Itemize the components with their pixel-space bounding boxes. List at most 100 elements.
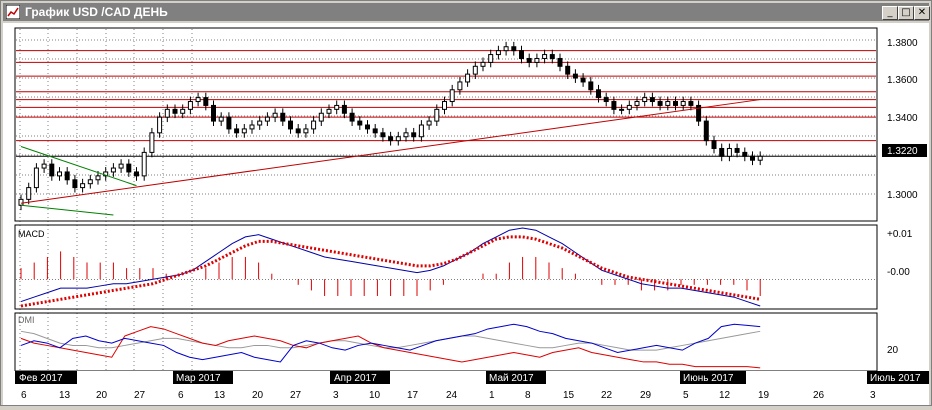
candle-body: [218, 116, 224, 122]
chart-svg: 1.3800 1.3600 1.3400 1.3220 1.3000 MACD …: [3, 27, 929, 405]
channel-line: [20, 204, 114, 216]
candle-body: [495, 50, 501, 56]
candle-body: [164, 108, 170, 118]
close-button[interactable]: ✕: [914, 6, 930, 20]
candle-body: [272, 112, 278, 118]
day-label: 3: [333, 390, 339, 401]
candle-body: [696, 104, 702, 122]
candle-body: [442, 101, 447, 110]
candle-body: [141, 151, 147, 177]
candle-body: [241, 128, 247, 134]
current-price-badge: [882, 144, 927, 157]
candle-body: [149, 132, 155, 153]
month-label-mar: Мар 2017: [176, 373, 221, 384]
candle-body: [80, 183, 86, 189]
candle-body: [542, 54, 548, 59]
day-label: 26: [813, 390, 825, 401]
candles: [18, 41, 763, 211]
candle-body: [26, 187, 32, 200]
candle-body: [110, 167, 116, 173]
candle-body: [673, 101, 678, 106]
dmi-title: DMI: [18, 315, 35, 325]
day-label: 1: [489, 390, 495, 401]
price-panel[interactable]: [14, 27, 878, 222]
dmi-plot: [20, 323, 761, 369]
candle-body: [457, 81, 463, 91]
candle-body: [488, 54, 494, 63]
minimize-button[interactable]: _: [882, 6, 898, 20]
candle-body: [519, 50, 524, 59]
month-label-jun: Июнь 2017: [683, 373, 734, 384]
chart-app-icon: [6, 5, 20, 19]
candle-body: [726, 147, 732, 157]
candle-body: [680, 101, 686, 106]
month-label-jul: Июль 2017: [870, 373, 921, 384]
month-label-feb: Фев 2017: [19, 373, 63, 384]
candle-body: [657, 101, 663, 106]
candle-body: [118, 163, 124, 169]
candle-body: [711, 140, 717, 149]
dmi-label-1: 20: [887, 345, 899, 356]
channel-line: [20, 146, 137, 187]
candle-body: [411, 132, 417, 138]
price-label-1: 1.3800: [887, 38, 918, 49]
candle-body: [203, 97, 209, 106]
candle-body: [280, 112, 286, 122]
price-label-3: 1.3400: [887, 113, 918, 124]
candle-body: [134, 171, 139, 177]
candle-body: [426, 120, 432, 126]
candle-body: [619, 108, 625, 111]
day-label: 27: [134, 390, 146, 401]
candle-body: [603, 97, 609, 103]
day-label: 27: [290, 390, 302, 401]
candle-body: [549, 54, 555, 59]
candle-body: [626, 104, 632, 110]
day-label: 3: [870, 390, 876, 401]
candle-body: [49, 163, 55, 177]
candle-body: [649, 97, 655, 103]
day-label: 17: [407, 390, 419, 401]
dmi-panel[interactable]: [14, 312, 878, 372]
candle-body: [295, 128, 301, 134]
chart-canvas[interactable]: 1.3800 1.3600 1.3400 1.3220 1.3000 MACD …: [3, 23, 929, 405]
candle-body: [503, 46, 509, 52]
candle-body: [57, 171, 62, 177]
candle-body: [41, 163, 47, 169]
candle-body: [526, 57, 532, 63]
candle-body: [334, 104, 340, 110]
candle-body: [634, 101, 640, 106]
macd-panel[interactable]: [14, 224, 878, 310]
day-label: 13: [214, 390, 226, 401]
day-label: 6: [21, 390, 27, 401]
candle-body: [472, 65, 478, 75]
candle-body: [480, 61, 486, 67]
candle-body: [734, 147, 740, 153]
month-label-may: Май 2017: [489, 373, 534, 384]
day-label: 20: [252, 390, 264, 401]
candle-body: [234, 128, 240, 134]
x-axis-area: [3, 371, 929, 405]
candle-body: [326, 108, 332, 114]
candle-body: [418, 124, 424, 138]
day-label: 29: [640, 390, 652, 401]
candle-body: [511, 46, 517, 52]
month-badge-feb: [15, 371, 77, 384]
candle-body: [534, 57, 540, 63]
macd-label-1: +0.01: [887, 229, 913, 240]
candle-body: [288, 120, 293, 130]
candle-body: [388, 136, 394, 142]
day-label: 20: [96, 390, 108, 401]
title-bar[interactable]: График USD /CAD ДЕНЬ _ □ ✕: [3, 3, 930, 21]
candle-body: [449, 89, 455, 103]
candle-body: [611, 101, 617, 110]
grid-lines: [16, 29, 876, 370]
candle-body: [264, 116, 270, 122]
trend-overlays: [20, 99, 761, 216]
month-label-apr: Апр 2017: [334, 373, 377, 384]
candle-body: [195, 97, 201, 103]
candle-body: [95, 175, 101, 181]
candle-body: [588, 81, 594, 91]
maximize-button[interactable]: □: [898, 6, 914, 20]
candle-body: [349, 112, 355, 122]
day-label: 15: [563, 390, 575, 401]
